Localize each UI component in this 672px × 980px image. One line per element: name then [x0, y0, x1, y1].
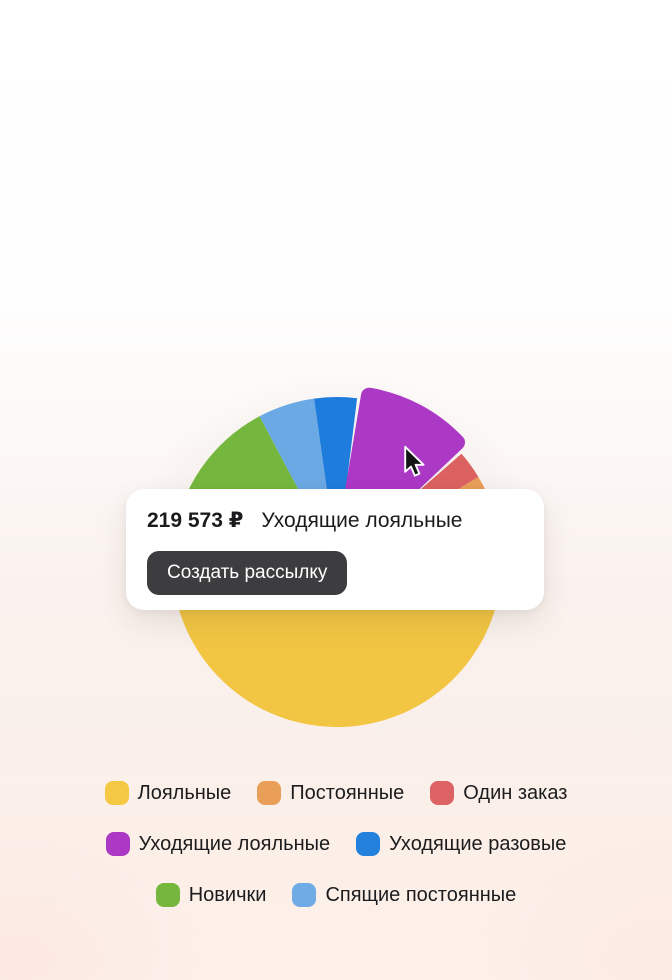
tooltip-label: Уходящие лояльные: [261, 509, 463, 532]
legend-item[interactable]: Лояльные: [104, 781, 232, 805]
mouse-cursor-icon: [404, 445, 425, 477]
legend-color-chip: [257, 781, 282, 805]
legend-label: Спящие постоянные: [325, 884, 517, 906]
legend-item[interactable]: Постоянные: [257, 781, 404, 805]
legend-color-chip: [155, 883, 180, 907]
pie-segment-3[interactable]: [314, 396, 358, 562]
segment-tooltip: 219 573 ₽ Уходящие лояльные Создать расс…: [126, 489, 544, 610]
legend-row: Лояльные Постоянные Один заказ: [0, 781, 672, 805]
legend-color-chip: [104, 781, 129, 805]
legend-label: Постоянные: [290, 782, 405, 804]
legend-label: Лояльные: [137, 782, 232, 804]
legend-label: Уходящие разовые: [389, 833, 567, 855]
tooltip-value: 219 573 ₽: [147, 509, 244, 532]
legend-item[interactable]: Новички: [155, 883, 267, 907]
legend-item[interactable]: Один заказ: [430, 781, 567, 805]
legend: Лояльные Постоянные Один заказ Уходящие лоя…: [0, 781, 672, 934]
legend-row: Уходящие лояльные Уходящие разовые: [0, 832, 672, 856]
legend-color-chip: [356, 832, 381, 856]
legend-item[interactable]: Спящие постоянные: [292, 883, 516, 907]
legend-color-chip: [105, 832, 130, 856]
create-mailing-button[interactable]: Создать рассылку: [147, 551, 348, 595]
legend-item[interactable]: Уходящие лояльные: [105, 832, 331, 856]
legend-label: Новички: [188, 884, 267, 906]
legend-row: Новички Спящие постоянные: [0, 883, 672, 907]
legend-label: Уходящие лояльные: [138, 833, 331, 855]
legend-item[interactable]: Уходящие разовые: [356, 832, 566, 856]
tooltip-text-row: 219 573 ₽ Уходящие лояльные: [147, 508, 524, 533]
legend-label: Один заказ: [463, 782, 568, 804]
legend-color-chip: [430, 781, 455, 805]
legend-color-chip: [292, 883, 317, 907]
